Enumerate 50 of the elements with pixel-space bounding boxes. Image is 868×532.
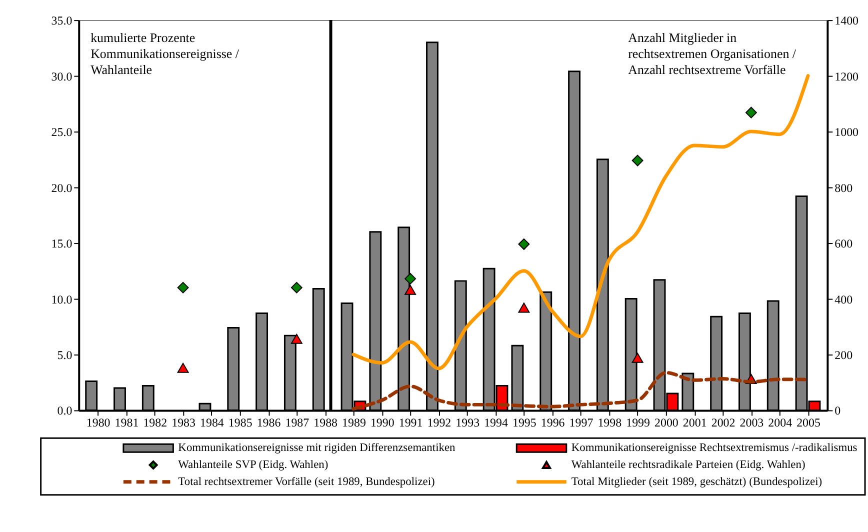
- x-tick-label: 1983: [172, 416, 196, 430]
- y2-tick-label: 600: [834, 236, 853, 251]
- x-tick-label: 1992: [427, 416, 452, 430]
- x-tick-label: 1991: [398, 416, 423, 430]
- y-axis-title: kumulierte Prozente Kommunikationsereignisse / Wahlanteile: [90, 30, 240, 77]
- y-tick-label: 30.0: [51, 69, 72, 84]
- y2-tick-label: 1000: [834, 125, 859, 140]
- y-tick-label: 10.0: [51, 292, 72, 306]
- x-tick-label: 1985: [228, 416, 252, 430]
- y-tick-label: 15.0: [51, 236, 72, 251]
- x-tick-label: 1989: [342, 416, 366, 430]
- x-tick-label: 1999: [626, 416, 650, 430]
- x-tick-label: 1984: [200, 416, 224, 430]
- x-tick-label: 2001: [682, 416, 707, 430]
- legend-label: Wahlanteile rechtsradikale Parteien (Eidg. Wahlen): [571, 458, 806, 471]
- y-tick-label: 5.0: [57, 348, 72, 362]
- y2-tick-label: 400: [834, 292, 853, 306]
- x-tick-label: 2004: [768, 416, 792, 430]
- x-tick-label: 2005: [796, 416, 820, 430]
- x-tick-label: 1990: [370, 416, 394, 430]
- x-tick-label: 2002: [711, 416, 736, 430]
- x-tick-label: 1994: [484, 416, 508, 430]
- legend-label: Total rechtsextremer Vorfälle (seit 1989, Bundespolizei): [178, 476, 436, 488]
- x-tick-label: 1988: [314, 416, 338, 430]
- y-tick-label: 35.0: [51, 14, 72, 28]
- legend-label: Wahlanteile SVP (Eidg. Wahlen): [178, 458, 328, 471]
- x-tick-label: 1998: [598, 416, 622, 430]
- x-tick-label: 1982: [143, 416, 168, 430]
- y2-tick-label: 1400: [834, 14, 859, 28]
- x-tick-label: 1995: [512, 416, 536, 430]
- legend-label: Kommunikationsereignisse Rechtsextremismus /-radikalismus: [571, 442, 858, 454]
- y2-tick-label: 1200: [834, 69, 859, 84]
- x-tick-label: 1986: [256, 416, 281, 430]
- y2-axis-title: Anzahl Mitglieder in rechtsextremen Organisationen / Anzahl rechtsextreme Vorfälle: [628, 30, 796, 77]
- y2-tick-label: 0: [834, 404, 841, 418]
- y-tick-label: 0.0: [57, 404, 72, 418]
- y2-tick-label: 800: [834, 180, 853, 195]
- x-tick-label: 1981: [114, 416, 139, 430]
- x-tick-label: 1987: [285, 416, 310, 430]
- y-tick-label: 20.0: [51, 180, 72, 195]
- y2-tick-label: 200: [834, 348, 853, 362]
- legend-label: Total Mitglieder (seit 1989, geschätzt) (Bundespolizei): [571, 476, 822, 488]
- legend-label: Kommunikationsereignisse mit rigiden Differenzsemantiken: [178, 442, 456, 454]
- x-tick-label: 1993: [456, 416, 480, 430]
- x-tick-label: 1996: [540, 416, 565, 430]
- y-tick-label: 25.0: [51, 125, 72, 140]
- x-tick-label: 2000: [654, 416, 678, 430]
- x-tick-label: 1997: [569, 416, 594, 430]
- x-tick-label: 1980: [86, 416, 110, 430]
- x-tick-label: 2003: [740, 416, 764, 430]
